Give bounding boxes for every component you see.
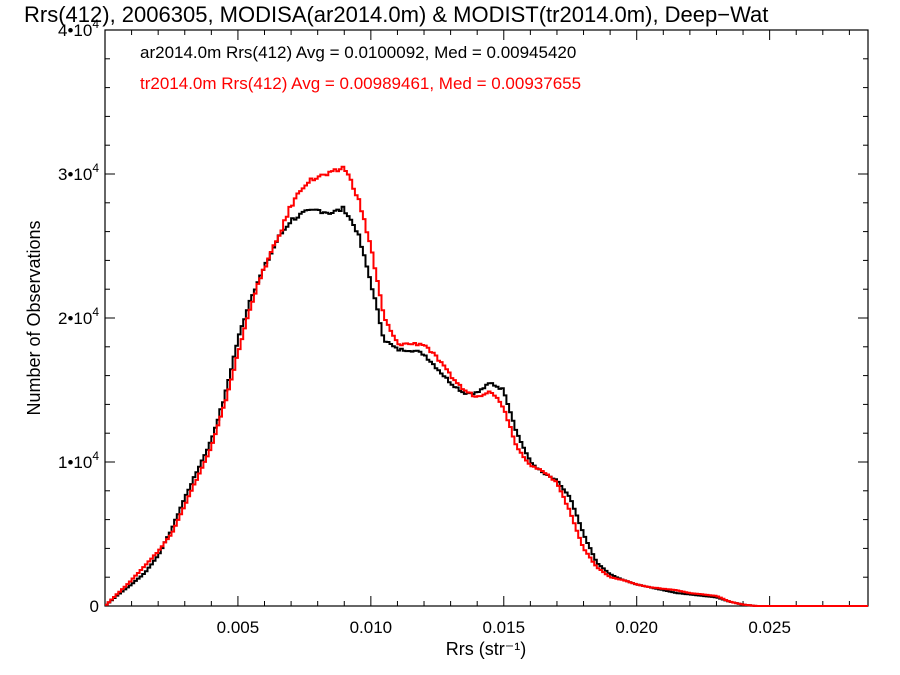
plot-frame bbox=[104, 29, 869, 607]
chart-title: Rrs(412), 2006305, MODISA(ar2014.0m) & M… bbox=[24, 2, 768, 27]
y-tick-label: 0 bbox=[90, 597, 99, 616]
y-axis-label: Number of Observations bbox=[24, 220, 44, 415]
series-line-ar2014.0m bbox=[105, 205, 868, 607]
y-tick-label: 4•104 bbox=[58, 17, 99, 40]
x-tick-label: 0.005 bbox=[217, 618, 260, 637]
legend-entry-ar2014.0m: ar2014.0m Rrs(412) Avg = 0.0100092, Med … bbox=[140, 43, 576, 62]
x-tick-label: 0.025 bbox=[748, 618, 791, 637]
y-tick-label: 3•104 bbox=[58, 161, 99, 184]
y-tick-label: 2•104 bbox=[58, 305, 99, 328]
legend: ar2014.0m Rrs(412) Avg = 0.0100092, Med … bbox=[140, 43, 581, 93]
axis-ticks bbox=[105, 29, 868, 607]
x-tick-labels: 0.005 0.010 0.015 0.020 0.025 bbox=[217, 618, 791, 637]
y-tick-labels: 0 1•104 2•104 3•104 4•104 bbox=[58, 17, 99, 616]
series-line-tr2014.0m bbox=[105, 165, 868, 607]
x-tick-label: 0.020 bbox=[615, 618, 658, 637]
x-tick-label: 0.015 bbox=[483, 618, 526, 637]
x-axis-label: Rrs (str⁻¹) bbox=[446, 639, 526, 659]
x-tick-label: 0.010 bbox=[350, 618, 393, 637]
legend-entry-tr2014.0m: tr2014.0m Rrs(412) Avg = 0.00989461, Med… bbox=[140, 74, 581, 93]
y-tick-label: 1•104 bbox=[58, 449, 99, 472]
series-lines bbox=[105, 165, 868, 607]
